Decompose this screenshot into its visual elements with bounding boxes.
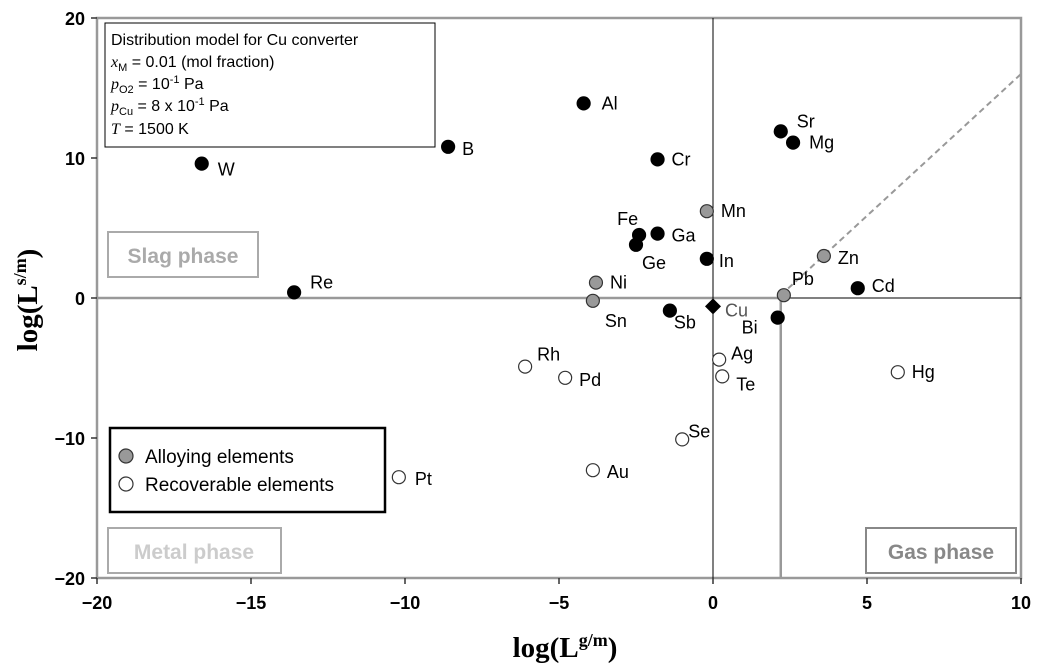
data-point [585,463,600,478]
data-point [628,237,644,252]
data-point [518,359,533,374]
legend-recoverable-label: Recoverable elements [145,475,334,496]
data-point [773,124,788,139]
point-label: Sb [674,313,696,333]
y-axis-title: log(Ls/m) [10,249,44,352]
metal-phase-label: Metal phase [134,541,254,564]
point-label: Ag [731,344,753,364]
data-point [712,352,727,367]
point-label: Rh [537,345,560,365]
point-label: Cu [725,300,748,320]
point-label: Ga [672,226,697,246]
data-point [585,293,600,308]
conditions-title: Distribution model for Cu converter [111,32,359,49]
data-point [194,156,209,171]
y-tick-label: 20 [65,9,85,29]
slag-gas-boundary-dashed-line [780,73,1022,296]
data-point [650,152,665,167]
x-tick-label: −10 [390,593,421,613]
point-label: Sr [797,111,815,131]
conditions-po2: pO2 = 10-1 Pa [110,74,204,96]
x-tick-label: −20 [82,593,113,613]
x-axis-title: log(Lg/m) [513,630,618,664]
metal-phase-label-frame [107,527,282,574]
x-tick-label: 5 [862,593,872,613]
point-label: Cd [872,276,895,296]
point-label: Mn [721,201,746,221]
data-point [699,251,714,266]
data-point [441,139,456,154]
slag-phase-label-frame [107,231,259,278]
data-point [391,470,406,485]
data-point [662,303,677,318]
point-label: Sn [605,311,627,331]
x-tick-label: −15 [236,593,267,613]
conditions-box: Distribution model for Cu converter xM =… [104,22,436,148]
data-point [576,96,591,111]
data-point [558,370,573,385]
point-label: Zn [838,248,859,268]
point-label: Ni [610,273,627,293]
legend-recoverable-marker [118,476,134,492]
conditions-xm: xM = 0.01 (mol fraction) [110,54,274,74]
data-point [890,365,905,380]
point-label: Bi [742,318,758,338]
gas-phase-label: Gas phase [888,541,994,564]
y-tick-label: −20 [54,569,85,589]
data-point [776,288,791,303]
y-tick-label: 0 [75,289,85,309]
point-label: Cr [672,149,691,169]
y-tick-label: −10 [54,429,85,449]
slag-phase-label: Slag phase [128,245,239,268]
legend: Alloying elements Recoverable elements [108,426,387,514]
conditions-box-frame [104,22,436,148]
point-label: Re [310,272,333,292]
conditions-temperature: T = 1500 K [111,121,189,138]
point-label: Au [607,462,629,482]
gas-phase-label-group: Gas phase [865,527,1017,574]
data-point [287,285,302,300]
slag-phase-label-group: Slag phase [107,231,259,278]
legend-frame [108,426,387,514]
data-point [816,248,831,264]
point-label: In [719,251,734,271]
point-label: B [462,139,474,159]
x-tick-label: 10 [1011,593,1031,613]
metal-phase-label-group: Metal phase [107,527,282,574]
point-label: Al [602,93,618,113]
point-label: Hg [912,362,935,382]
data-point [785,135,801,150]
data-point [588,275,604,290]
gas-phase-label-frame [865,527,1017,574]
legend-alloying-label: Alloying elements [145,447,294,468]
point-label: Fe [617,209,638,229]
point-label: W [218,160,235,180]
y-tick-label: 10 [65,149,85,169]
data-point [770,310,785,325]
x-tick-label: −5 [549,593,570,613]
legend-alloying-marker [118,448,134,464]
point-label: Pb [792,269,814,289]
point-label: Te [736,374,755,394]
data-point-diamond [705,298,721,315]
data-point [675,432,690,447]
data-point [715,369,730,384]
data-point [650,226,665,241]
point-label: Se [688,421,710,441]
axes-layer: −20 −15 −10 −5 0 5 10 −20 −10 0 10 20 [54,9,1031,613]
point-label: Mg [809,133,834,153]
data-point [850,281,865,296]
point-label: Pd [579,370,601,390]
x-tick-label: 0 [708,593,718,613]
data-point [699,204,714,219]
point-label: Pt [415,469,432,489]
conditions-pcu: pCu = 8 x 10-1 Pa [110,96,229,118]
point-label: Ge [642,253,666,273]
